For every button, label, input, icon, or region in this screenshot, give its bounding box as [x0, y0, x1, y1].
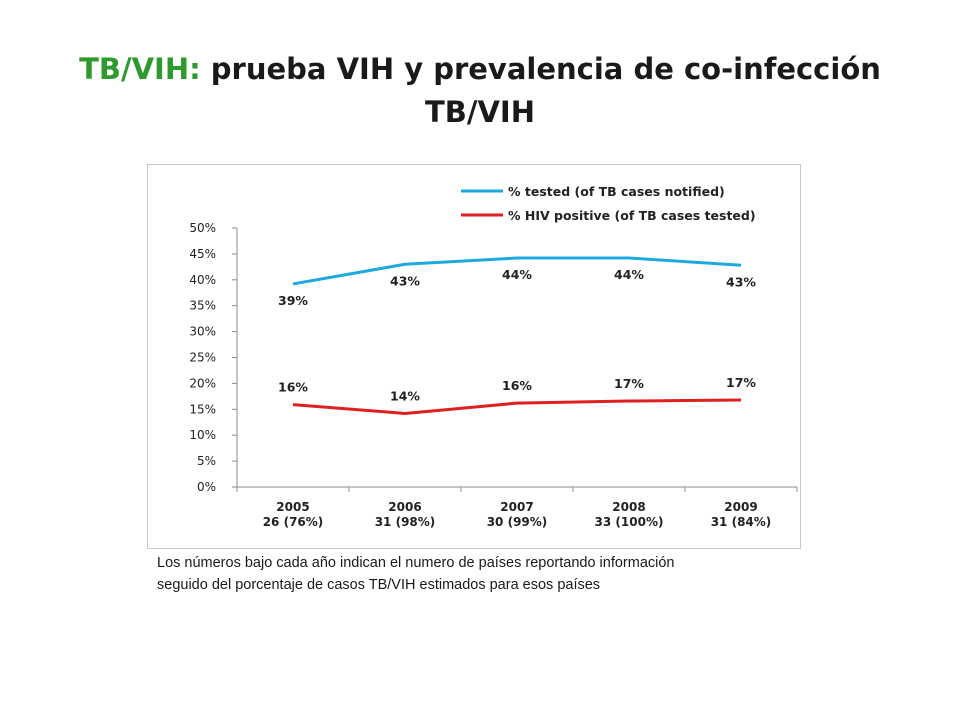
x-tick-label: 2008 [612, 500, 645, 514]
data-label: 17% [726, 375, 756, 390]
data-label: 17% [614, 376, 644, 391]
data-label: 14% [390, 388, 420, 403]
series-line-2 [292, 398, 742, 415]
y-tick-label: 30% [189, 325, 216, 339]
y-tick-label: 0% [197, 480, 216, 494]
data-label: 16% [502, 378, 532, 393]
y-tick-label: 25% [189, 351, 216, 365]
slide-title: TB/VIH: prueba VIH y prevalencia de co-i… [0, 48, 960, 134]
title-accent: TB/VIH: [79, 52, 201, 86]
x-tick-label: 2007 [500, 500, 533, 514]
y-tick-label: 45% [189, 247, 216, 261]
chart-frame: 0% 5% 10% 15% 20% 25% 30% 35% 40% 45% 50% 2005 26 (7… [147, 164, 801, 549]
x-tick-sublabel: 30 (99%) [487, 515, 548, 529]
x-tick-label: 2006 [388, 500, 421, 514]
data-label: 44% [502, 267, 532, 282]
y-tick-label: 20% [189, 376, 216, 390]
data-label: 43% [390, 273, 420, 288]
x-tick-sublabel: 33 (100%) [595, 515, 664, 529]
footnote-line-2: seguido del porcentaje de casos TB/VIH e… [157, 577, 601, 593]
data-label: 44% [614, 267, 644, 282]
series-line-1 [292, 256, 742, 286]
y-tick-label: 35% [189, 299, 216, 313]
y-tick-label: 15% [189, 402, 216, 416]
legend-label-2: % HIV positive (of TB cases tested) [508, 208, 756, 223]
title-rest: prueba VIH y prevalencia de co-infección [200, 52, 881, 86]
data-label: 16% [278, 380, 308, 395]
legend-label-1: % tested (of TB cases notified) [508, 184, 725, 199]
data-label: 43% [726, 274, 756, 289]
x-tick-label: 2009 [724, 500, 757, 514]
y-tick-label: 40% [189, 273, 216, 287]
x-tick-label: 2005 [276, 500, 309, 514]
y-tick-label: 5% [197, 454, 216, 468]
y-tick-label: 10% [189, 428, 216, 442]
x-tick-sublabel: 31 (98%) [375, 515, 436, 529]
title-line-2: TB/VIH [425, 95, 535, 129]
footnote-line-1: Los números bajo cada año indican el num… [157, 555, 675, 571]
y-tick-label: 50% [189, 221, 216, 235]
x-tick-sublabel: 31 (84%) [711, 515, 772, 529]
footnote: Los números bajo cada año indican el num… [157, 552, 797, 596]
title-line-1: TB/VIH: prueba VIH y prevalencia de co-i… [0, 48, 960, 91]
data-label: 39% [278, 293, 308, 308]
x-tick-sublabel: 26 (76%) [263, 515, 324, 529]
